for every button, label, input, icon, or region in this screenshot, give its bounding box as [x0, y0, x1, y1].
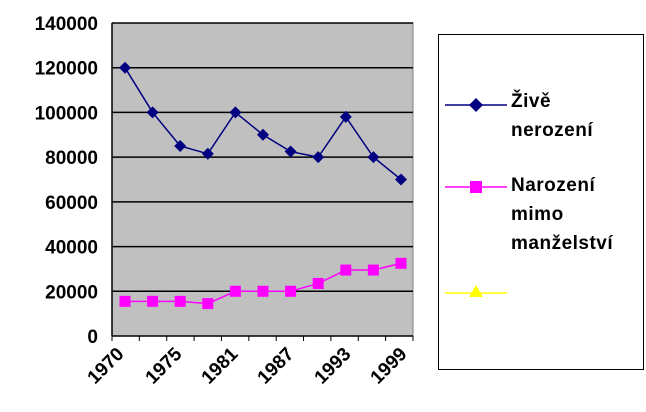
data-point-series-2	[312, 277, 324, 289]
plot-area	[111, 22, 414, 337]
y-axis-ticks: 0 20000 40000 60000 80000 100000 120000 140000	[35, 14, 98, 348]
legend-label-2-line-2: mimo	[511, 204, 564, 225]
data-point-series-1	[119, 61, 131, 74]
data-point-series-1	[284, 145, 297, 158]
y-tick-label: 60000	[45, 193, 98, 214]
gridlines	[112, 22, 413, 293]
data-point-series-1	[174, 139, 187, 152]
legend-label-2-line-3: manželství	[511, 233, 614, 254]
y-tick-label: 120000	[35, 59, 98, 80]
legend-marker-triangle-icon	[445, 285, 507, 297]
legend-label-1-line-2: nerození	[511, 120, 594, 141]
legend-label-1-line-1: Živě	[511, 91, 552, 112]
data-point-series-1	[395, 173, 407, 186]
x-axis-ticks: 1970 1975 1981 1987 1993 1999	[84, 343, 412, 388]
y-tick-label: 80000	[45, 148, 98, 169]
data-point-series-2	[229, 285, 241, 297]
data-point-series-1	[339, 110, 352, 123]
legend: Živě nerození Narození mimo manželství	[438, 34, 644, 370]
data-point-series-2	[285, 285, 297, 297]
x-tick-label: 1981	[198, 343, 243, 388]
data-point-series-2	[147, 295, 159, 307]
y-tick-label: 40000	[45, 238, 98, 259]
data-point-series-2	[174, 295, 186, 307]
data-point-series-2	[202, 298, 214, 310]
data-point-series-1	[367, 151, 380, 164]
legend-label-2: Narození mimo manželství	[511, 171, 645, 258]
x-tick-label: 1975	[142, 343, 187, 388]
legend-label-1: Živě nerození	[511, 87, 645, 145]
y-tick-label: 20000	[45, 282, 98, 303]
axes	[111, 23, 414, 341]
data-point-series-1	[146, 106, 159, 119]
legend-marker-diamond-icon	[445, 98, 507, 112]
series-group	[119, 61, 407, 310]
x-tick-label: 1999	[367, 344, 412, 389]
legend-marker-square-icon	[445, 181, 507, 193]
y-tick-label: 100000	[35, 103, 98, 124]
data-point-series-2	[367, 264, 379, 276]
data-point-series-1	[257, 128, 269, 141]
data-point-series-2	[340, 264, 352, 276]
data-point-series-1	[312, 151, 325, 164]
x-tick-label: 1993	[311, 344, 356, 389]
data-point-series-2	[257, 285, 269, 297]
y-tick-label: 140000	[35, 14, 98, 35]
y-tick-label: 0	[87, 327, 98, 348]
data-point-series-1	[229, 106, 242, 119]
data-point-series-1	[201, 147, 214, 160]
x-tick-label: 1987	[254, 344, 299, 389]
data-point-series-2	[119, 295, 131, 307]
x-tick-label: 1970	[84, 344, 129, 389]
legend-label-2-line-1: Narození	[511, 175, 596, 196]
data-point-series-2	[395, 257, 407, 269]
